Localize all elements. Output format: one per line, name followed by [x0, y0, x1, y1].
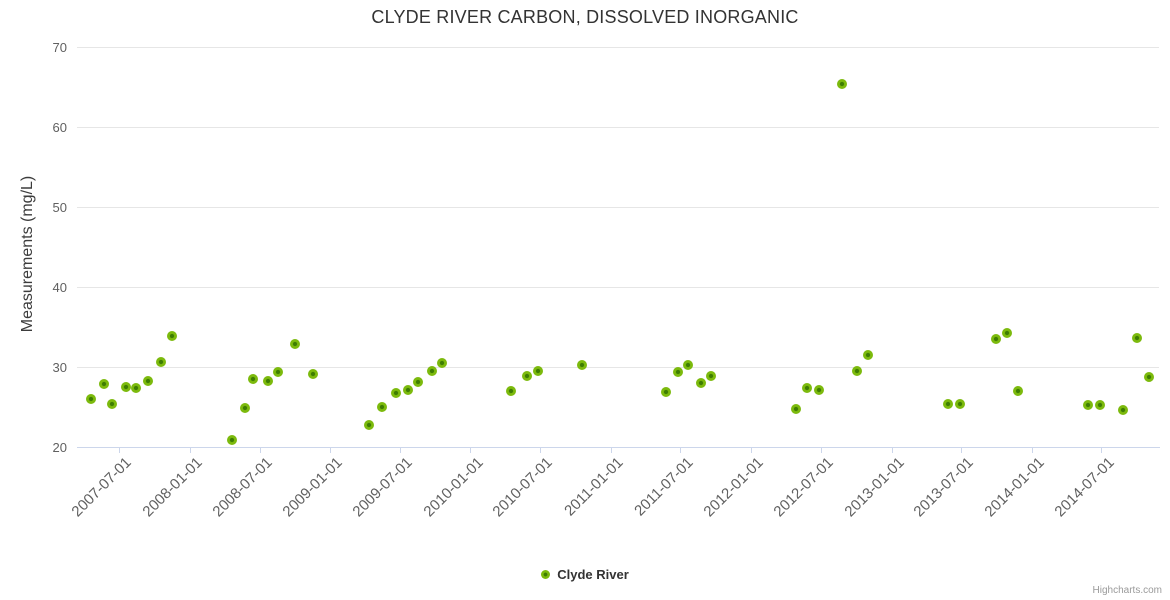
x-axis-tick-label: 2014-01-01 [981, 454, 1048, 521]
data-point[interactable] [413, 376, 424, 387]
data-point[interactable] [120, 381, 131, 392]
x-axis-tick-label: 2012-01-01 [700, 454, 767, 521]
data-point[interactable] [521, 370, 532, 381]
y-axis-tick-label: 60 [52, 119, 67, 135]
data-point[interactable] [377, 401, 388, 412]
y-gridline [77, 287, 1159, 288]
data-point[interactable] [226, 435, 237, 446]
data-point[interactable] [107, 399, 118, 410]
data-point[interactable] [705, 370, 716, 381]
x-axis-tick [891, 447, 893, 453]
data-point[interactable] [851, 365, 862, 376]
x-axis-tick [610, 447, 612, 453]
x-axis-tick [961, 447, 963, 453]
x-axis-tick-label: 2014-07-01 [1051, 454, 1118, 521]
x-axis-tick-label: 2010-07-01 [489, 454, 557, 521]
x-axis-tick [750, 447, 752, 453]
data-point[interactable] [943, 398, 954, 409]
data-point[interactable] [99, 378, 110, 389]
data-point[interactable] [427, 365, 438, 376]
x-axis-tick-label: 2007-07-01 [68, 454, 135, 521]
data-point[interactable] [262, 376, 273, 387]
y-axis-tick-label: 50 [52, 199, 67, 215]
x-axis-tick [1031, 447, 1033, 453]
data-point[interactable] [437, 357, 448, 368]
data-point[interactable] [532, 365, 543, 376]
data-point[interactable] [272, 366, 283, 377]
data-point[interactable] [166, 330, 177, 341]
data-point[interactable] [790, 404, 801, 415]
x-axis-tick [680, 447, 682, 453]
x-axis-tick-label: 2009-01-01 [279, 454, 347, 521]
data-point[interactable] [813, 384, 824, 395]
data-point[interactable] [683, 360, 694, 371]
data-point[interactable] [131, 383, 142, 394]
y-axis-tick-label: 40 [52, 279, 67, 295]
data-point[interactable] [1083, 400, 1094, 411]
x-axis-tick-label: 2011-01-01 [561, 454, 627, 520]
x-axis-tick-label: 2011-07-01 [630, 454, 697, 520]
x-axis-tick-label: 2008-07-01 [209, 454, 276, 521]
x-axis-tick [470, 447, 472, 453]
data-point[interactable] [364, 420, 375, 431]
data-point[interactable] [1001, 328, 1012, 339]
x-axis-tick-label: 2010-01-01 [420, 454, 487, 521]
data-point[interactable] [1118, 404, 1129, 415]
data-point[interactable] [86, 393, 97, 404]
data-point[interactable] [672, 366, 683, 377]
y-axis-tick-label: 20 [52, 439, 67, 455]
data-point[interactable] [239, 402, 250, 413]
x-axis-tick-label: 2009-07-01 [349, 454, 416, 521]
x-axis-tick [399, 447, 401, 453]
data-point[interactable] [991, 333, 1002, 344]
data-point[interactable] [1132, 332, 1143, 343]
y-gridline [77, 127, 1159, 128]
x-axis-tick [189, 447, 191, 453]
x-axis-tick [330, 447, 332, 453]
legend-item-clyde-river[interactable]: Clyde River [0, 567, 1170, 582]
data-point[interactable] [402, 384, 413, 395]
data-point[interactable] [660, 386, 671, 397]
y-gridline [77, 207, 1159, 208]
data-point[interactable] [289, 339, 300, 350]
x-axis-tick [259, 447, 261, 453]
data-point[interactable] [391, 388, 402, 399]
x-axis-tick-label: 2013-01-01 [841, 454, 908, 521]
data-point[interactable] [863, 349, 874, 360]
data-point[interactable] [577, 360, 588, 371]
y-axis-tick-label: 30 [52, 359, 67, 375]
data-point[interactable] [505, 385, 516, 396]
chart-title: CLYDE RIVER CARBON, DISSOLVED INORGANIC [371, 7, 799, 27]
data-point[interactable] [836, 79, 847, 90]
legend-marker-icon [541, 570, 551, 579]
data-point[interactable] [1094, 400, 1105, 411]
x-axis-tick [118, 447, 120, 453]
data-point[interactable] [802, 383, 813, 394]
data-point[interactable] [1143, 372, 1154, 383]
x-axis-tick-label: 2012-07-01 [770, 454, 837, 521]
legend-label: Clyde River [557, 567, 629, 582]
data-point[interactable] [1013, 385, 1024, 396]
x-axis-tick [820, 447, 822, 453]
data-point[interactable] [155, 356, 166, 367]
data-point[interactable] [696, 377, 707, 388]
data-point[interactable] [954, 398, 965, 409]
x-axis-tick-label: 2013-07-01 [910, 454, 978, 521]
x-axis-line [77, 447, 1160, 448]
x-axis-tick-label: 2008-01-01 [139, 454, 206, 521]
data-point[interactable] [248, 373, 259, 384]
x-axis-tick [540, 447, 541, 453]
data-point[interactable] [143, 376, 154, 387]
highcharts-credits-link[interactable]: Highcharts.com [1092, 585, 1162, 596]
y-axis-tick-label: 70 [52, 39, 67, 55]
x-axis-tick [1101, 447, 1103, 453]
y-gridline [77, 47, 1159, 48]
y-gridline [77, 367, 1159, 368]
data-point[interactable] [308, 368, 319, 379]
